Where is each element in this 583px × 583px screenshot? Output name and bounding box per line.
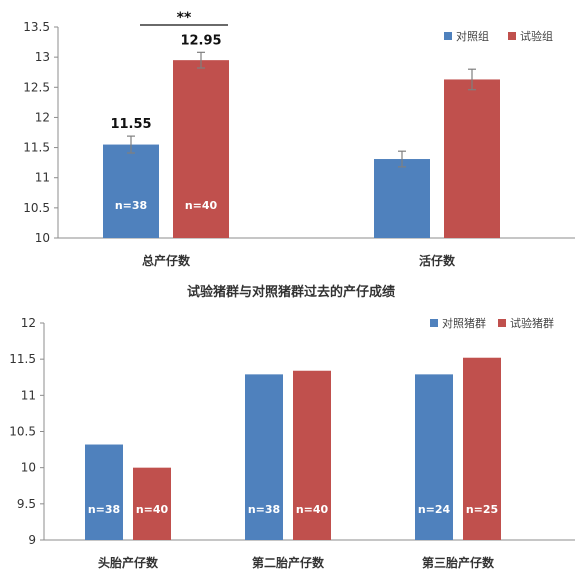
- bar: [173, 60, 229, 239]
- sample-size-label: n=38: [88, 503, 120, 516]
- legend-swatch: [444, 32, 452, 40]
- bar: [415, 374, 453, 540]
- y-tick-label: 12: [35, 110, 50, 124]
- y-tick-label: 9.5: [17, 497, 36, 511]
- significance-marker: **: [177, 10, 192, 26]
- sample-size-label: n=40: [296, 503, 329, 516]
- bar: [103, 144, 159, 238]
- bar: [374, 159, 430, 238]
- bar: [245, 374, 283, 540]
- y-tick-label: 9: [28, 533, 36, 547]
- y-tick-label: 11: [21, 388, 36, 402]
- sample-size-label: n=40: [136, 503, 169, 516]
- legend-swatch: [508, 32, 516, 40]
- legend-label: 对照组: [456, 29, 489, 43]
- y-tick-label: 12.5: [23, 80, 50, 94]
- y-tick-label: 11: [35, 171, 50, 185]
- y-tick-label: 10.5: [23, 201, 50, 215]
- bar: [133, 467, 171, 540]
- sample-size-label: n=25: [466, 503, 498, 516]
- y-tick-label: 12: [21, 316, 36, 330]
- sample-size-label: n=38: [248, 503, 280, 516]
- x-category-label: 第二胎产仔数: [252, 555, 325, 570]
- y-tick-label: 13: [35, 50, 50, 64]
- y-tick-label: 10: [35, 231, 50, 245]
- sample-size-label: n=24: [418, 503, 451, 516]
- bar: [444, 79, 500, 238]
- y-tick-label: 10.5: [9, 425, 36, 439]
- x-category-label: 总产仔数: [142, 253, 191, 268]
- legend-swatch: [430, 319, 438, 327]
- x-category-label: 第三胎产仔数: [422, 555, 495, 570]
- y-tick-label: 13.5: [23, 20, 50, 34]
- chart-title: 试验猪群与对照猪群过去的产仔成绩: [187, 284, 395, 300]
- x-category-label: 头胎产仔数: [98, 555, 159, 570]
- y-tick-label: 10: [21, 461, 36, 475]
- sample-size-label: n=40: [185, 199, 218, 212]
- legend-label: 试验猪群: [510, 316, 554, 330]
- y-tick-label: 11.5: [9, 352, 36, 366]
- legend-label: 试验组: [520, 29, 553, 43]
- y-tick-label: 11.5: [23, 141, 50, 155]
- legend-label: 对照猪群: [442, 316, 486, 330]
- bar: [293, 370, 331, 540]
- bar: [463, 357, 501, 540]
- bar: [85, 444, 123, 540]
- data-label: 11.55: [110, 117, 151, 132]
- x-category-label: 活仔数: [419, 253, 456, 268]
- sample-size-label: n=38: [115, 199, 147, 212]
- data-label: 12.95: [180, 33, 221, 48]
- legend-swatch: [498, 319, 506, 327]
